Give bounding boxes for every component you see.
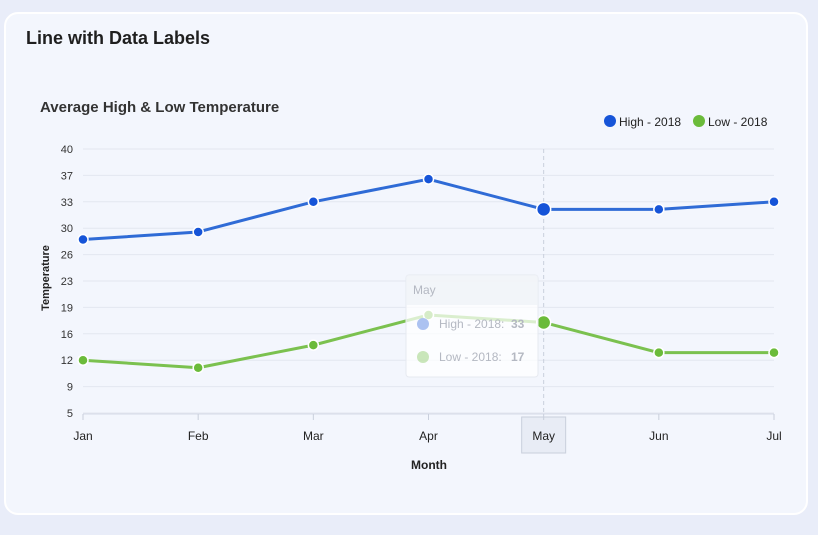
- tooltip-marker: [417, 318, 429, 330]
- data-point: [192, 226, 204, 238]
- data-point: [77, 233, 89, 246]
- data-point: [535, 201, 552, 218]
- legend-label: High - 2018: [619, 115, 681, 129]
- data-point: [768, 196, 780, 208]
- x-tick-label: Jan: [73, 429, 92, 443]
- tooltip-label: Low - 2018:: [439, 350, 502, 364]
- card-title: Line with Data Labels: [26, 28, 211, 48]
- tooltip: May High - 2018: 33 Low - 2018: 17: [405, 274, 539, 378]
- data-point: [422, 173, 435, 185]
- y-tick-label: 19: [61, 302, 73, 314]
- x-axis-label: Month: [411, 458, 447, 472]
- tooltip-label: High - 2018:: [439, 317, 504, 331]
- x-tick-label: May: [532, 429, 555, 443]
- y-tick-label: 5: [67, 408, 73, 420]
- data-point: [307, 196, 320, 208]
- y-tick-label: 16: [61, 329, 73, 341]
- y-tick-label: 23: [61, 276, 73, 288]
- y-tick-label: 12: [61, 355, 73, 367]
- x-axis-ticks: Jan Feb Mar Apr May Jun Jul: [73, 414, 782, 443]
- y-tick-label: 40: [61, 144, 73, 156]
- data-point: [77, 354, 89, 366]
- hover-x-label-box: [521, 416, 567, 454]
- legend-marker: [604, 115, 616, 127]
- y-tick-label: 37: [61, 170, 73, 182]
- series-line-high: [82, 177, 775, 242]
- tooltip-category: May: [413, 283, 436, 297]
- tooltip-marker: [417, 351, 429, 363]
- legend-marker: [693, 115, 705, 127]
- x-tick-label: Jun: [649, 429, 668, 443]
- data-point: [768, 346, 780, 359]
- tooltip-value: 33: [511, 317, 525, 331]
- y-tick-label: 33: [61, 197, 73, 209]
- tooltip-header: [406, 275, 538, 305]
- x-tick-label: Mar: [303, 429, 324, 443]
- x-tick-label: Apr: [419, 429, 438, 443]
- data-point: [653, 346, 665, 359]
- x-tick-label: Feb: [188, 429, 209, 443]
- data-point: [192, 361, 204, 374]
- y-axis-label: Temperature: [40, 245, 52, 311]
- y-axis-ticks: 40 37 33 30 26 23 19 16 12 9 5: [61, 144, 73, 420]
- x-tick-label: Jul: [766, 429, 781, 443]
- y-tick-label: 26: [61, 250, 73, 262]
- data-point: [535, 314, 552, 331]
- data-point: [307, 339, 320, 351]
- y-tick-label: 9: [67, 382, 73, 394]
- data-point: [653, 203, 665, 216]
- y-tick-label: 30: [61, 223, 73, 235]
- legend: High - 2018 Low - 2018: [604, 115, 768, 129]
- chart-card: [4, 12, 808, 515]
- legend-label: Low - 2018: [708, 115, 768, 129]
- chart-title: Average High & Low Temperature: [40, 99, 279, 116]
- tooltip-value: 17: [511, 350, 525, 364]
